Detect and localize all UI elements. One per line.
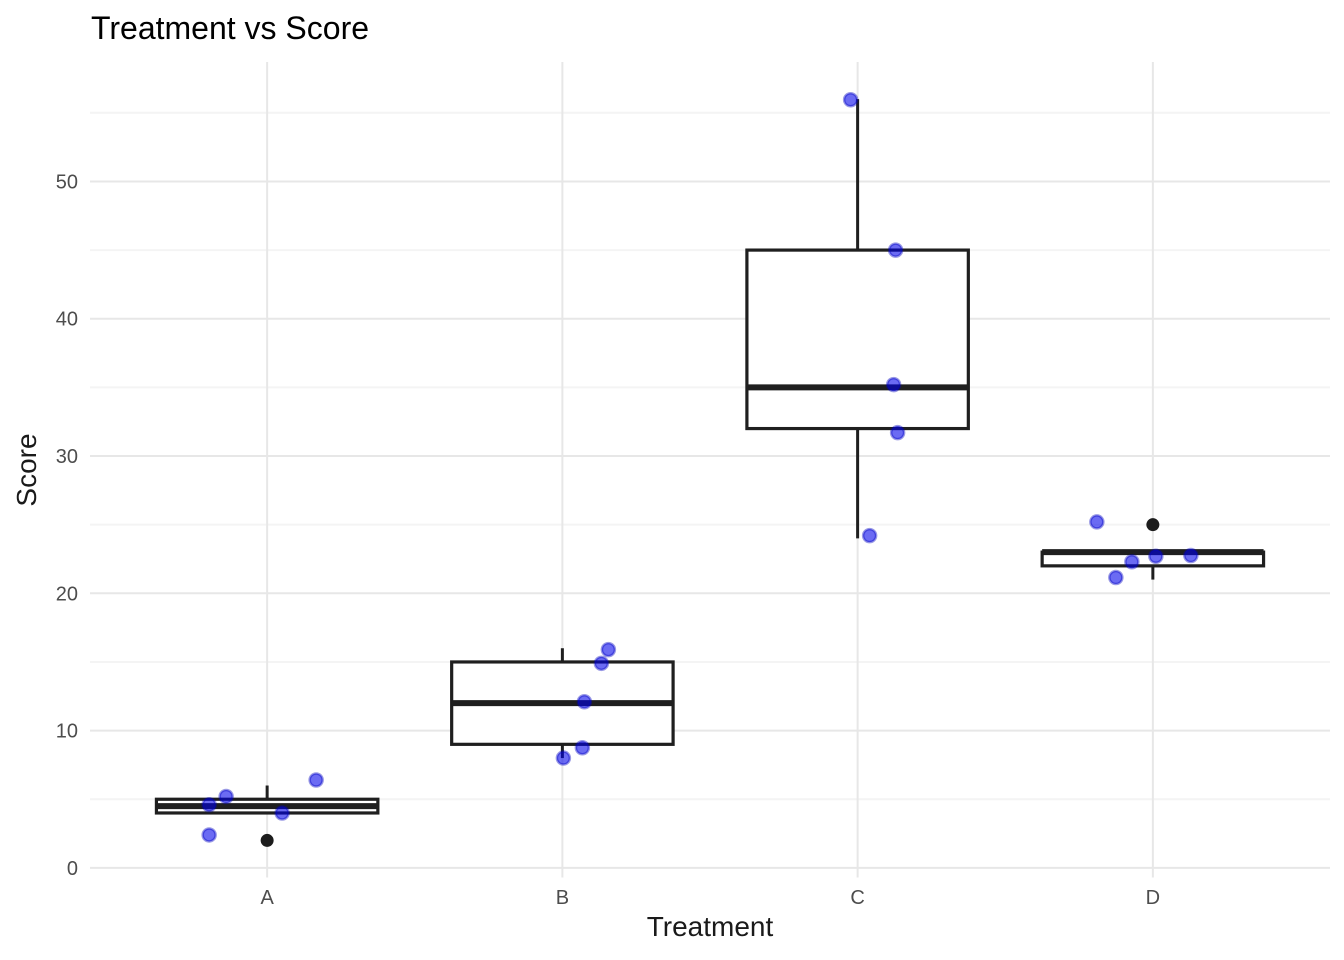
y-tick-label: 50 [56,171,78,193]
jitter-point [1089,514,1105,530]
y-tick-label: 0 [67,858,78,880]
chart-title: Treatment vs Score [91,10,370,46]
jitter-point [887,242,904,258]
jitter-point [574,740,591,756]
y-tick-label: 30 [56,446,78,468]
jitter-point [555,750,572,766]
jitter-point [576,694,593,710]
jitter-point [1108,569,1124,586]
outlier-point [260,833,274,847]
jitter-point [842,92,859,108]
jitter-point [593,655,610,672]
x-axis-title: Treatment [646,911,774,942]
jitter-point [201,796,217,813]
jitter-point [861,527,878,544]
y-tick-label: 20 [56,583,78,605]
y-axis-title: Score [11,433,42,507]
jitter-point [600,641,617,658]
x-tick-label: A [260,887,274,909]
jitter-point [274,805,290,821]
jitter-point [201,827,217,843]
x-tick-label: D [1146,887,1160,909]
outlier-point [1146,518,1160,532]
jitter-point [885,376,902,393]
jitter-point [308,772,324,788]
x-tick-label: B [556,887,569,909]
x-tick-label: C [850,887,864,909]
jitter-point [1124,553,1140,570]
jitter-point [1148,548,1164,564]
jitter-point [1183,547,1199,564]
y-tick-label: 10 [56,721,78,743]
jitter-point [218,788,234,805]
jitter-point [889,424,906,441]
y-tick-label: 40 [56,309,78,331]
box-C [745,248,970,431]
